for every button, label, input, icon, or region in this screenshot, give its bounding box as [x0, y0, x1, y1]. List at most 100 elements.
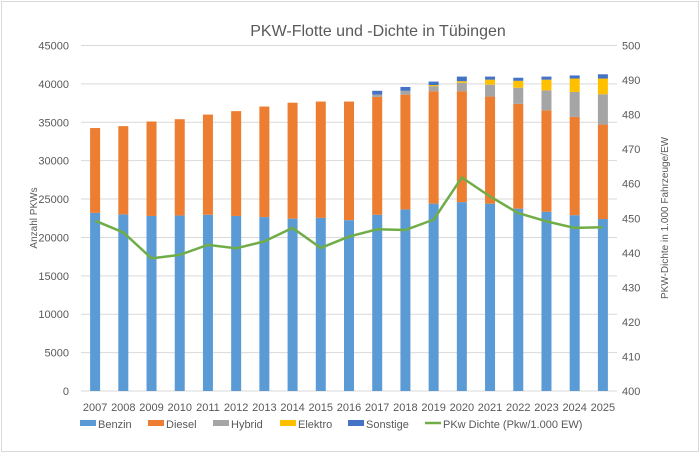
x-tick-label: 2025 — [591, 402, 615, 414]
x-tick-label: 2020 — [450, 402, 474, 414]
x-tick-label: 2010 — [167, 402, 191, 414]
y2-tick-label: 420 — [622, 317, 640, 329]
x-tick-label: 2012 — [224, 402, 248, 414]
bar-benzin — [90, 212, 101, 391]
bar-diesel — [287, 102, 298, 219]
y-tick-label: 20000 — [38, 232, 69, 244]
bar-diesel — [344, 101, 354, 221]
bar-hybrid — [597, 94, 608, 125]
bar-benzin — [287, 218, 298, 391]
x-tick-label: 2008 — [111, 402, 135, 414]
legend-label: Benzin — [98, 419, 132, 431]
bar-diesel — [428, 91, 439, 204]
bar-sonstige — [400, 86, 411, 91]
bar-sonstige — [485, 76, 496, 80]
y2-tick-label: 450 — [622, 213, 640, 225]
bar-diesel — [259, 106, 270, 218]
x-tick-label: 2017 — [365, 402, 389, 414]
bar-benzin — [259, 217, 270, 391]
bar-benzin — [400, 209, 411, 391]
bar-elektro — [541, 79, 552, 91]
bar-benzin — [428, 203, 439, 391]
bar-benzin — [315, 217, 326, 391]
bar-sonstige — [541, 76, 552, 80]
y2-tick-label: 400 — [622, 386, 640, 398]
bar-diesel — [90, 128, 101, 213]
y2-tick-label: 410 — [622, 351, 640, 363]
bar-diesel — [597, 124, 608, 220]
bar-hybrid — [513, 87, 524, 104]
legend-swatch-diesel — [148, 420, 164, 426]
y-tick-label: 30000 — [38, 156, 69, 168]
x-tick-label: 2011 — [196, 402, 220, 414]
bar-diesel — [400, 94, 411, 210]
bar-diesel — [231, 111, 242, 216]
bar-diesel — [146, 121, 157, 216]
x-tick-label: 2021 — [478, 402, 502, 414]
bar-diesel — [174, 119, 185, 216]
x-tick-label: 2023 — [534, 402, 558, 414]
bar-diesel — [456, 91, 467, 203]
bar-diesel — [569, 116, 580, 216]
bar-hybrid — [400, 90, 411, 95]
legend-swatch-hybrid — [213, 420, 229, 426]
y2-tick-label: 460 — [622, 179, 640, 191]
bar-benzin — [202, 214, 213, 391]
x-tick-label: 2009 — [139, 402, 163, 414]
bar-benzin — [372, 214, 383, 391]
bar-benzin — [174, 215, 185, 391]
bar-diesel — [372, 96, 383, 215]
y2-tick-label: 480 — [622, 110, 640, 122]
bar-hybrid — [428, 86, 439, 92]
bar-sonstige — [569, 75, 580, 79]
x-tick-label: 2013 — [252, 402, 276, 414]
x-tick-label: 2015 — [309, 402, 333, 414]
y-tick-label: 10000 — [38, 309, 69, 321]
bar-elektro — [513, 80, 524, 88]
bar-diesel — [485, 96, 496, 204]
bar-hybrid — [372, 94, 383, 97]
bar-elektro — [597, 78, 608, 95]
chart-title: PKW-Flotte und -Dichte in Tübingen — [250, 23, 506, 40]
bar-elektro — [569, 78, 580, 92]
bar-hybrid — [485, 84, 496, 97]
y2-tick-label: 490 — [622, 75, 640, 87]
bar-elektro — [456, 81, 467, 83]
legend-label: Hybrid — [231, 419, 263, 431]
y2-tick-label: 440 — [622, 248, 640, 260]
x-tick-label: 2014 — [280, 402, 304, 414]
bar-hybrid — [541, 90, 552, 111]
bar-benzin — [231, 215, 242, 391]
legend-label: PKw Dichte (Pkw/1.000 EW) — [443, 419, 582, 431]
x-tick-label: 2018 — [393, 402, 417, 414]
bar-benzin — [485, 203, 496, 391]
y2-tick-label: 430 — [622, 282, 640, 294]
bar-benzin — [456, 202, 467, 391]
x-tick-label: 2016 — [337, 402, 361, 414]
bar-diesel — [315, 101, 326, 218]
y2-axis-title: PKW-Dichte in 1.000 Fahrzeuge/EW — [660, 136, 671, 299]
bar-diesel — [513, 103, 524, 209]
y-axis-title: Anzahl PKWs — [29, 187, 40, 248]
y-tick-label: 0 — [63, 386, 69, 398]
legend-swatch-elektro — [280, 420, 296, 426]
bar-benzin — [146, 215, 157, 391]
x-tick-label: 2022 — [506, 402, 530, 414]
x-tick-label: 2007 — [83, 402, 107, 414]
bar-sonstige — [372, 90, 383, 95]
bar-diesel — [118, 126, 129, 215]
y-tick-label: 5000 — [45, 348, 69, 360]
bar-sonstige — [513, 77, 524, 81]
bar-sonstige — [597, 74, 608, 79]
bar-benzin — [569, 215, 580, 391]
bar-elektro — [428, 85, 439, 87]
legend-label: Diesel — [166, 419, 197, 431]
y-tick-label: 45000 — [38, 41, 69, 53]
legend-swatch-benzin — [80, 420, 96, 426]
legend-label: Sonstige — [366, 419, 409, 431]
bar-sonstige — [428, 81, 439, 86]
y-tick-label: 15000 — [38, 271, 69, 283]
y-tick-label: 25000 — [38, 194, 69, 206]
